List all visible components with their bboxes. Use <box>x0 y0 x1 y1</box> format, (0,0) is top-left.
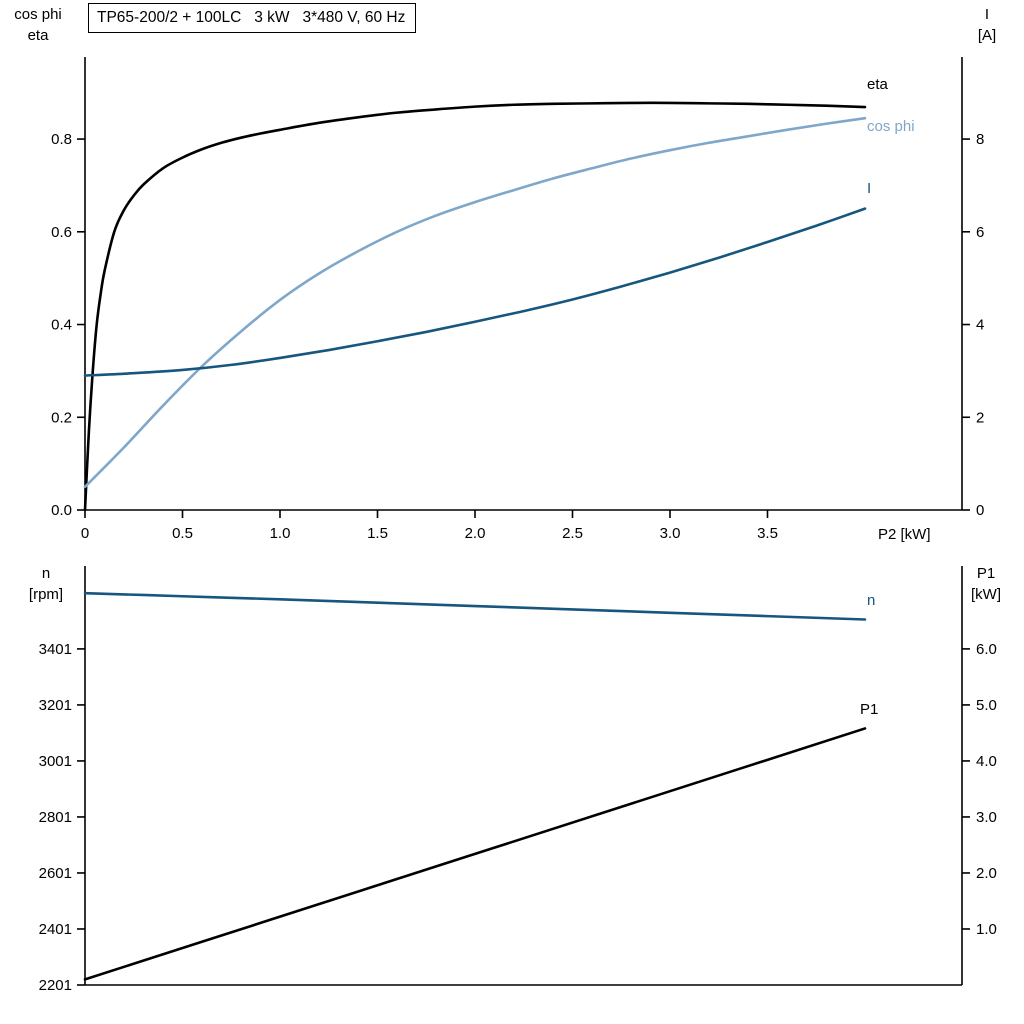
top-right-axis-title: I [A] <box>961 4 1013 46</box>
n-axis-title-line2: [rpm] <box>28 586 64 603</box>
x-tick-label: 0.5 <box>172 525 193 542</box>
curve-label-eta: eta <box>867 76 888 93</box>
right-tick-label: 6.0 <box>976 641 997 658</box>
bottom-chart-plot: 3401 3201 3001 2801 2601 2401 2201 6.0 5.0 4.0 3.0… <box>39 566 997 994</box>
left-tick-label: 0.0 <box>51 502 72 519</box>
series-curve-n <box>83 591 867 621</box>
left-axis-title-line2: eta <box>27 27 49 44</box>
left-tick-label: 3201 <box>39 697 72 714</box>
top-left-axis-title: cos phi eta <box>6 4 70 46</box>
left-tick-label: 2801 <box>39 809 72 826</box>
bottom-left-axis-title: n [rpm] <box>14 563 78 605</box>
top-x-axis-title: P2 [kW] <box>878 526 931 543</box>
bottom-right-axis-title: P1 [kW] <box>958 563 1014 605</box>
left-tick-label: 3001 <box>39 753 72 770</box>
series-curve-p1 <box>83 727 867 981</box>
left-axis-title-line1: cos phi <box>14 6 62 23</box>
n-axis-title-line1: n <box>41 565 51 582</box>
right-tick-label: 5.0 <box>976 697 997 714</box>
left-tick-label: 0.4 <box>51 317 72 334</box>
p1-axis-title-line2: [kW] <box>971 586 1001 603</box>
right-tick-label: 4 <box>976 317 984 334</box>
curve-label-p1: P1 <box>860 701 879 718</box>
right-tick-label: 1.0 <box>976 921 997 938</box>
x-tick-label: 3.0 <box>660 525 681 542</box>
curve-label-cos-phi: cos phi <box>867 118 915 135</box>
right-tick-label: 2 <box>976 409 984 426</box>
right-tick-label: 2.0 <box>976 865 997 882</box>
x-tick-label: 2.5 <box>562 525 583 542</box>
curve-label-current: I <box>867 180 872 197</box>
right-tick-label: 0 <box>976 502 984 519</box>
x-tick-label: 1.5 <box>367 525 388 542</box>
left-tick-label: 0.6 <box>51 224 72 241</box>
x-tick-label: 3.5 <box>757 525 778 542</box>
right-axis-title-line1: I <box>984 6 990 23</box>
left-tick-label: 2601 <box>39 865 72 882</box>
series-curve-eta <box>83 101 867 512</box>
chart-title-box: TP65-200/2 + 100LC 3 kW 3*480 V, 60 Hz <box>88 3 417 33</box>
p1-axis-title-line1: P1 <box>976 565 996 582</box>
right-axis-title-line2: [A] <box>977 27 997 44</box>
left-tick-label: 0.8 <box>51 131 72 148</box>
x-tick-label: 2.0 <box>465 525 486 542</box>
right-tick-label: 3.0 <box>976 809 997 826</box>
x-tick-label: 0 <box>81 525 89 542</box>
left-tick-label: 2201 <box>39 977 72 994</box>
right-tick-label: 4.0 <box>976 753 997 770</box>
series-curve-cos-phi <box>83 116 867 489</box>
right-tick-label: 8 <box>976 131 984 148</box>
left-tick-label: 0.2 <box>51 409 72 426</box>
right-tick-label: 6 <box>976 224 984 241</box>
curve-label-n: n <box>867 592 876 609</box>
top-chart-plot: 0.0 0.2 0.4 0.6 0.8 0 2 4 6 8 0 0.5 1.0 1.5 2.0 2.5 3.0 3… <box>51 57 984 542</box>
left-tick-label: 3401 <box>39 641 72 658</box>
left-tick-label: 2401 <box>39 921 72 938</box>
series-curve-i <box>83 207 867 377</box>
x-tick-label: 1.0 <box>270 525 291 542</box>
